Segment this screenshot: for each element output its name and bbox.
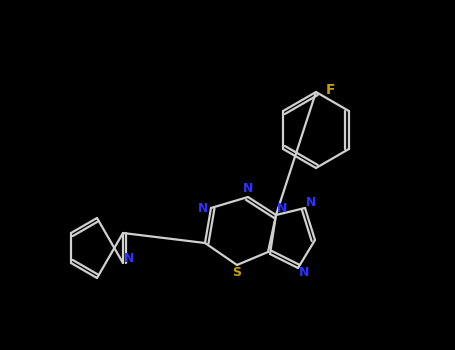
Text: N: N <box>277 203 287 216</box>
Text: N: N <box>299 266 309 279</box>
Text: N: N <box>124 252 134 266</box>
Text: S: S <box>233 266 242 280</box>
Text: F: F <box>326 83 335 97</box>
Text: N: N <box>198 202 208 215</box>
Text: N: N <box>306 196 316 209</box>
Text: N: N <box>243 182 253 196</box>
